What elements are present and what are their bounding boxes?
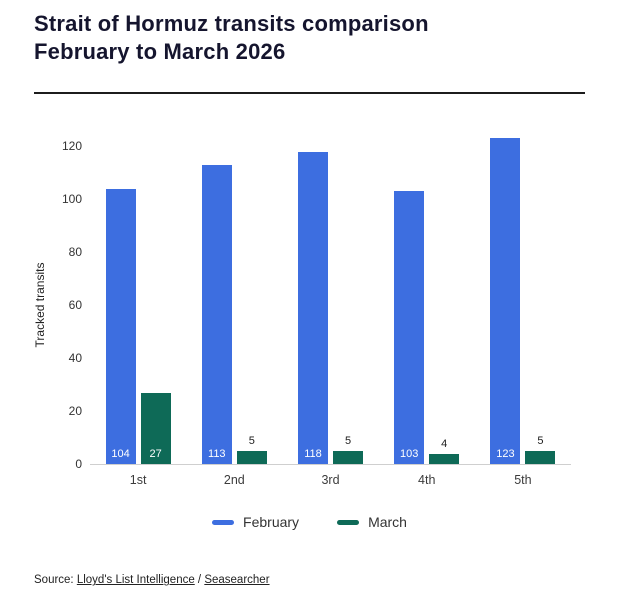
legend-label: March: [368, 514, 407, 531]
bar-march-4th: 4: [429, 438, 460, 465]
x-tick-label: 3rd: [321, 473, 340, 488]
bar-group-3rd: 118 5 3rd: [282, 146, 378, 487]
bar-value-label: 4: [441, 437, 448, 450]
legend-label: February: [243, 514, 300, 531]
bar-group-4th: 103 4 4th: [379, 146, 475, 487]
bar-value-label: 27: [149, 448, 162, 461]
bar-february-3rd: 118: [298, 151, 328, 465]
x-tick-label: 4th: [418, 473, 436, 488]
y-axis-ticks: 0 20 40 60 80 100 120: [44, 139, 82, 471]
legend-marker-icon: [212, 519, 235, 525]
x-tick-label: 2nd: [223, 473, 245, 488]
y-tick-label: 80: [68, 245, 82, 260]
y-tick-label: 20: [68, 404, 82, 419]
y-tick-label: 40: [68, 351, 82, 366]
bar-march-1st: 27: [140, 392, 171, 465]
y-tick-label: 0: [75, 457, 82, 472]
legend-marker-icon: [337, 519, 360, 525]
source-prefix: Source:: [34, 574, 77, 587]
bar-value-label: 5: [344, 435, 352, 448]
source-link-lloyds-list-intelligence[interactable]: Lloyd's List Intelligence: [76, 574, 195, 587]
plot-area: 104 27 1st 113 5 2nd 118 5 3rd 103 4 4th 123 5 5th: [90, 138, 571, 487]
y-tick-label: 100: [61, 192, 82, 207]
legend-item-march: March: [337, 514, 407, 530]
bar-value-label: 113: [208, 448, 226, 461]
bar-february-4th: 103: [394, 191, 425, 465]
bar-group-2nd: 113 5 2nd: [186, 146, 282, 487]
bar-february-2nd: 113: [201, 164, 232, 465]
y-tick-label: 120: [61, 139, 82, 154]
bar-value-label: 5: [248, 435, 255, 448]
page-title-line2: February to March 2026: [34, 39, 286, 65]
legend: February March: [34, 514, 585, 530]
title-divider: [34, 92, 585, 95]
bar-value-label: 118: [304, 448, 322, 461]
source-link-seasearcher[interactable]: Seasearcher: [204, 574, 270, 587]
bar-march-5th: 5: [525, 435, 556, 465]
x-tick-label: 5th: [514, 473, 532, 488]
legend-item-february: February: [212, 514, 299, 530]
source-line: Source: Lloyd's List Intelligence / Seas…: [34, 574, 585, 586]
page-title: Strait of Hormuz transits comparison Feb…: [34, 10, 585, 66]
x-tick-label: 1st: [129, 473, 147, 488]
bar-group-5th: 123 5 5th: [475, 138, 571, 487]
plot-outer: Tracked transits 0 20 40 60 80 100 120 104 27 1s…: [33, 138, 571, 487]
page-title-line1: Strait of Hormuz transits comparison: [34, 11, 429, 36]
bar-march-2nd: 5: [236, 435, 267, 465]
bar-value-label: 5: [537, 435, 544, 448]
y-tick-label: 60: [68, 298, 82, 313]
bar-value-label: 103: [400, 448, 419, 461]
bar-chart: Tracked transits 0 20 40 60 80 100 120 104 27 1s…: [33, 138, 585, 530]
bar-february-5th: 123: [490, 138, 521, 465]
bar-value-label: 104: [111, 448, 130, 461]
bar-february-1st: 104: [105, 188, 136, 465]
bar-value-label: 123: [496, 448, 515, 461]
bar-march-3rd: 5: [333, 435, 363, 465]
source-separator: /: [194, 574, 205, 587]
bar-group-1st: 104 27 1st: [90, 146, 186, 487]
